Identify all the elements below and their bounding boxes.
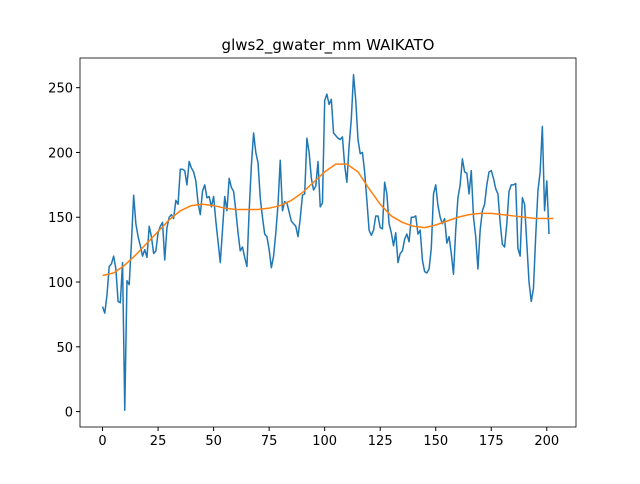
x-tick-label: 175 (479, 434, 504, 449)
x-tick-label: 0 (98, 434, 106, 449)
x-tick-label: 100 (312, 434, 337, 449)
x-tick-label: 200 (534, 434, 559, 449)
plot-frame (79, 57, 577, 428)
x-tick-label: 25 (150, 434, 167, 449)
x-tick-label: 125 (368, 434, 393, 449)
data-line (101, 73, 550, 412)
y-tick-label: 200 (48, 146, 73, 161)
y-tick-label: 50 (56, 341, 73, 356)
y-tick-label: 0 (65, 406, 73, 421)
x-tick-label: 50 (205, 434, 222, 449)
x-tick-label: 75 (261, 434, 278, 449)
y-tick-label: 100 (48, 276, 73, 291)
chart-title: glws2_gwater_mm WAIKATO (222, 36, 435, 55)
data-line (102, 163, 554, 277)
x-tick-label: 150 (423, 434, 448, 449)
y-tick-label: 250 (48, 82, 73, 97)
y-tick-label: 150 (48, 211, 73, 226)
